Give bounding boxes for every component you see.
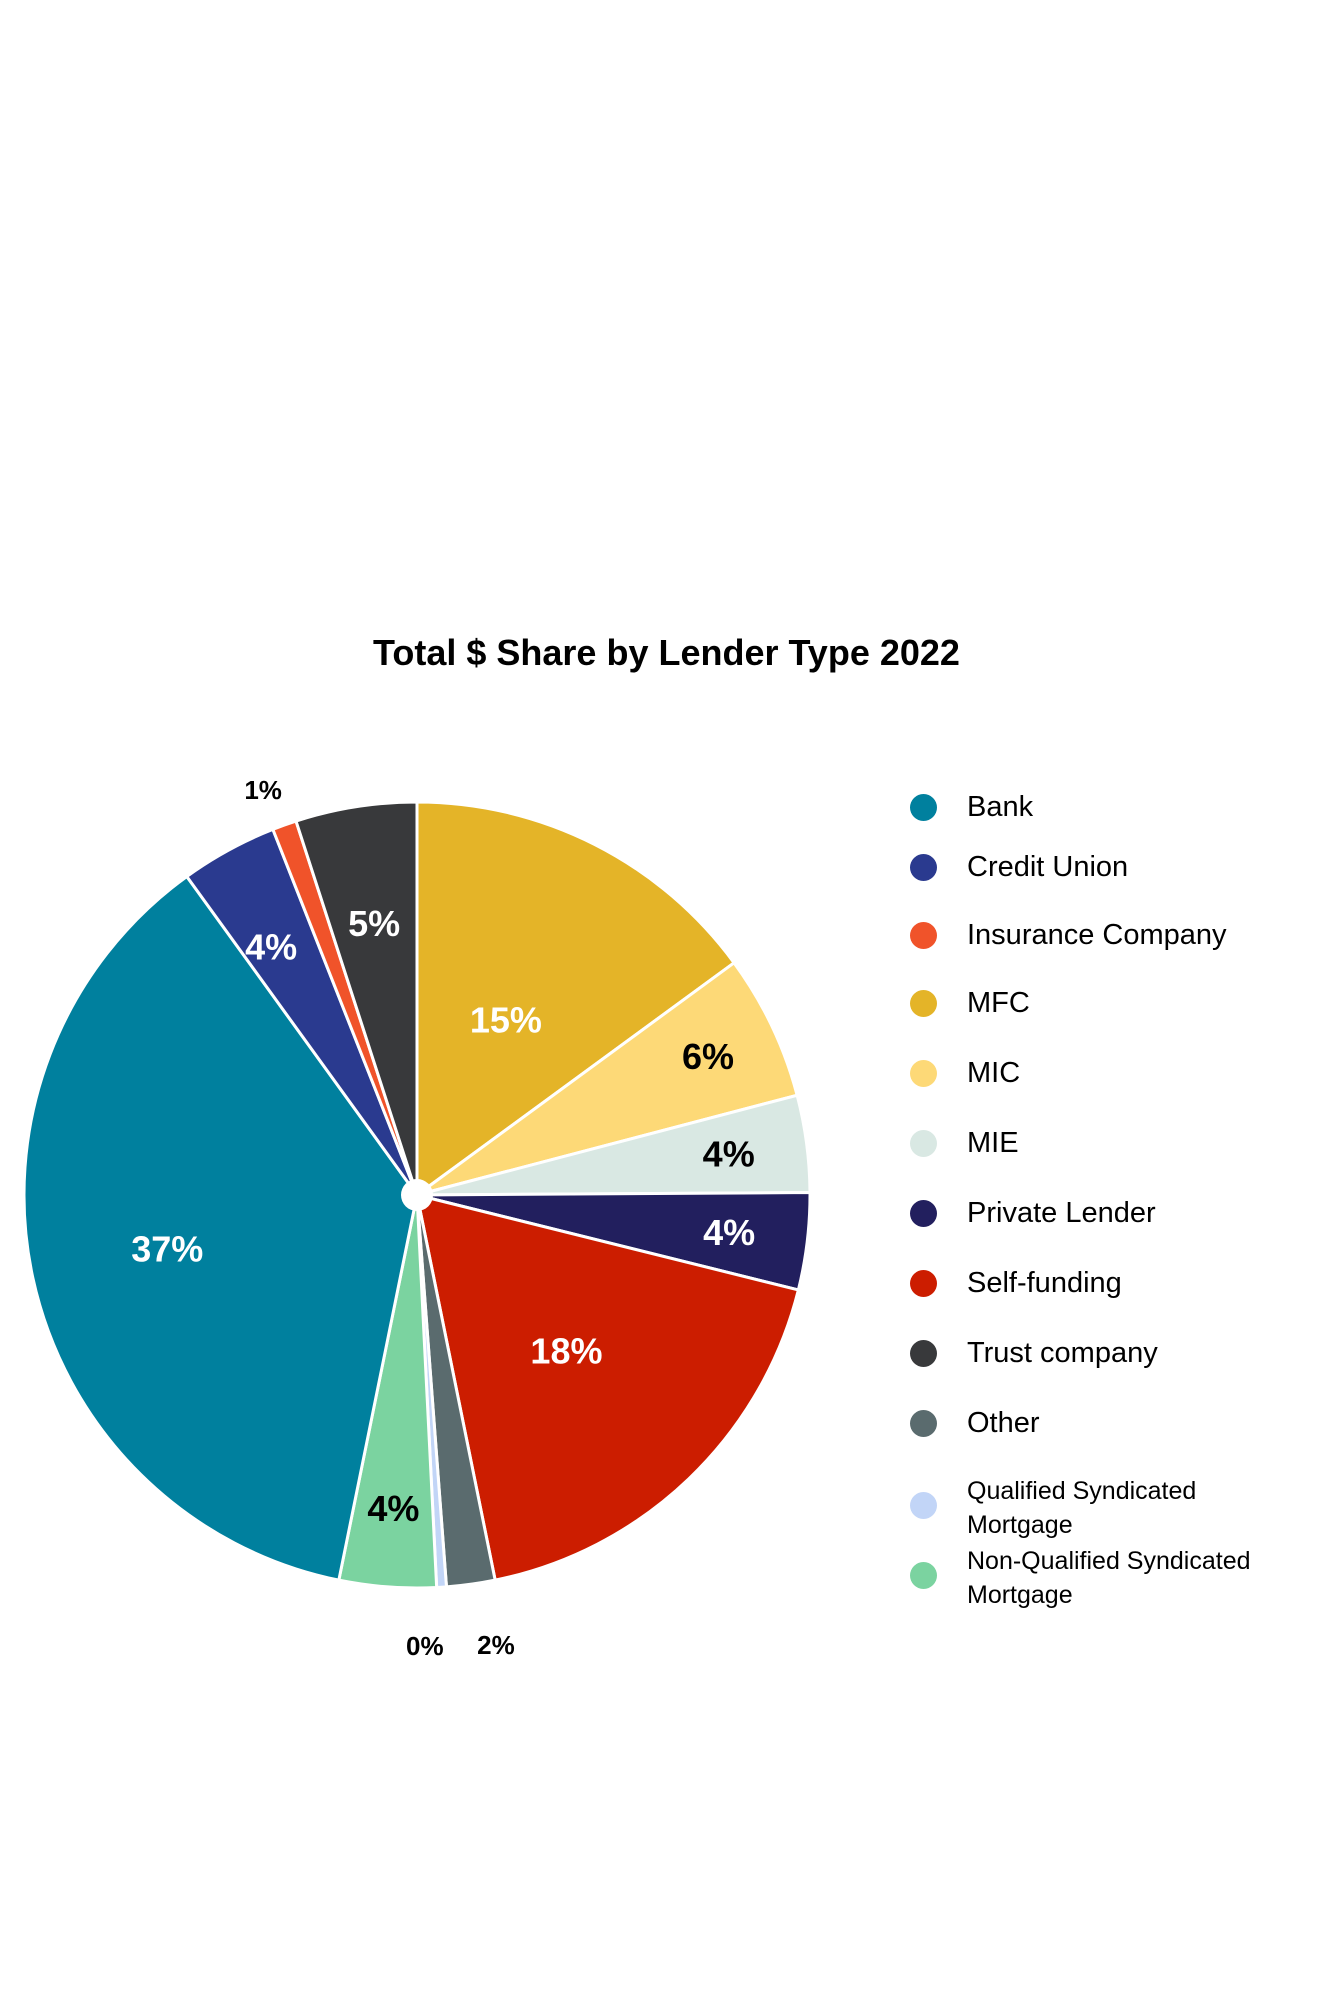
legend-label: MFC [967, 987, 1030, 1019]
pie-label-insurance-company: 1% [244, 775, 282, 805]
pie-slice-mfc [415, 800, 737, 1198]
pie-label-qualified-syndicated-mortgage: 0% [406, 1631, 444, 1661]
pie-center-hole [401, 1179, 433, 1211]
legend-item-credit-union: Credit Union [910, 850, 1128, 884]
pie-label-bank: 37% [131, 1228, 203, 1269]
pie-label-non-qualified-syndicated-mortgage: 4% [367, 1488, 419, 1529]
pie-slice-trust-company [294, 800, 419, 1196]
pie-label-mie: 4% [703, 1133, 755, 1174]
legend-marker [910, 1562, 937, 1589]
legend-item-mfc: MFC [910, 986, 1030, 1020]
legend-marker [910, 1130, 937, 1157]
pie-label-private-lender: 4% [703, 1212, 755, 1253]
legend-item-private-lender: Private Lender [910, 1196, 1156, 1230]
legend-label: Self-funding [967, 1267, 1122, 1299]
pie-labels: 15% 6% 4% 4% 18% 2% 0% 4% 37% 4% 1% 5% [131, 775, 755, 1661]
legend-item-non-qualified-syndicated-mortgage: Non-Qualified Syndicated Mortgage [910, 1544, 1267, 1612]
pie-label-mic: 6% [682, 1036, 734, 1077]
pie-label-credit-union: 4% [245, 926, 297, 967]
legend-item-trust-company: Trust company [910, 1336, 1158, 1370]
pie-slice-self-funding [415, 1192, 801, 1582]
legend-marker [910, 922, 937, 949]
legend-label: Insurance Company [967, 919, 1227, 951]
legend-label: Trust company [967, 1337, 1158, 1369]
legend-label: Qualified Syndicated Mortgage [967, 1477, 1197, 1539]
legend-marker [910, 990, 937, 1017]
legend-item-mie: MIE [910, 1126, 1019, 1160]
legend-marker [910, 1200, 937, 1227]
legend-label: Credit Union [967, 851, 1129, 883]
legend-label: MIC [967, 1057, 1021, 1089]
legend-marker [910, 854, 937, 881]
legend-marker [910, 794, 937, 821]
legend-marker [910, 1270, 937, 1297]
legend-item-self-funding: Self-funding [910, 1266, 1122, 1300]
pie-slice-mic [416, 960, 799, 1197]
pie-slices [22, 800, 812, 1590]
legend-label: Non-Qualified Syndicated Mortgage [967, 1547, 1251, 1609]
legend-marker [910, 1410, 937, 1437]
legend-marker [910, 1340, 937, 1367]
legend-item-insurance-company: Insurance Company [910, 918, 1227, 952]
legend-item-bank: Bank [910, 790, 1033, 824]
legend-item-other: Other [910, 1406, 1040, 1440]
legend-label: Bank [967, 791, 1034, 823]
legend-item-mic: MIC [910, 1056, 1020, 1090]
legend-label: Private Lender [967, 1197, 1156, 1229]
pie-label-self-funding: 18% [530, 1331, 602, 1372]
legend-marker [910, 1060, 937, 1087]
pie-label-mfc: 15% [470, 999, 542, 1040]
pie-label-trust-company: 5% [348, 903, 400, 944]
legend-label: Other [967, 1407, 1040, 1439]
legend-item-qualified-syndicated-mortgage: Qualified Syndicated Mortgage [910, 1474, 1267, 1542]
legend-marker [910, 1492, 937, 1519]
chart-title: Total $ Share by Lender Type 2022 [373, 632, 960, 673]
legend-label: MIE [967, 1127, 1019, 1159]
pie-slice-bank [22, 874, 419, 1582]
pie-label-other: 2% [477, 1630, 515, 1660]
